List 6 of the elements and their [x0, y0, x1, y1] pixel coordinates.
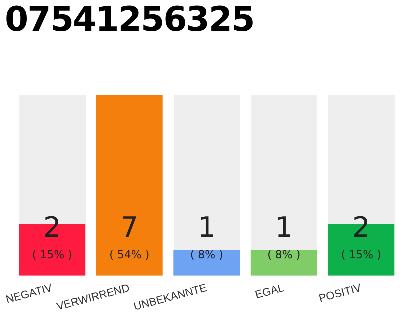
x-tick-label: EGAL [254, 282, 286, 302]
data-label: 1 ( 8% ) [190, 211, 224, 262]
data-label: 7 ( 54% ) [110, 211, 150, 262]
data-label: 1 ( 8% ) [268, 211, 301, 262]
x-tick-label: POSITIV [318, 282, 364, 306]
chart-title: 07541256325 [5, 0, 254, 40]
